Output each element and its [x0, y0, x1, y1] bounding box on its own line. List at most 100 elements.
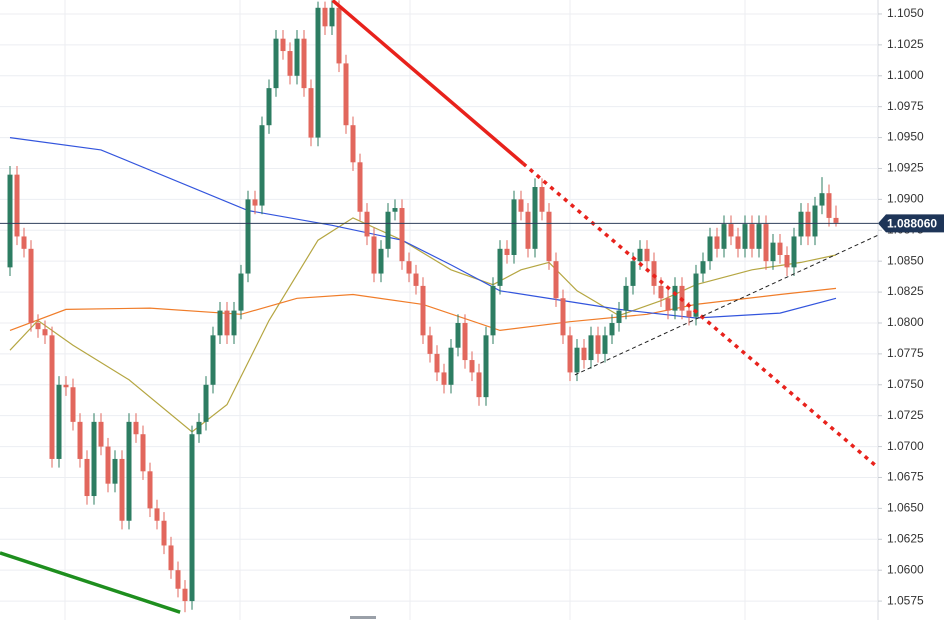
- candle-body: [210, 335, 216, 385]
- candle-body: [63, 384, 69, 388]
- candle-body: [574, 347, 580, 373]
- y-tick-label: 1.0975: [887, 99, 924, 113]
- candle-body: [70, 387, 76, 422]
- candle-body: [231, 310, 237, 336]
- trend-line: [521, 162, 878, 469]
- time-grid: [64, 0, 746, 620]
- y-tick-label: 1.0850: [887, 253, 924, 267]
- candle-body: [182, 588, 188, 602]
- y-tick-label: 1.1000: [887, 68, 924, 82]
- y-tick-label: 1.1025: [887, 37, 924, 51]
- candle-body: [14, 174, 20, 237]
- candle-body: [742, 224, 748, 249]
- candle-body: [511, 199, 517, 255]
- candle-body: [161, 520, 167, 546]
- candle-body: [700, 261, 706, 274]
- candle-body: [294, 38, 300, 76]
- candle-body: [455, 322, 461, 348]
- candle-body: [553, 261, 559, 299]
- price-axis: 1.0575 1.0600 1.0625 1.0650 1.0675 1.0700 1.07…: [878, 6, 944, 607]
- y-tick-label: 1.0950: [887, 130, 924, 144]
- candle-body: [217, 310, 223, 336]
- candle-body: [7, 174, 13, 268]
- candle-body: [315, 7, 321, 138]
- candle-body: [196, 421, 202, 435]
- candle-body: [98, 421, 104, 447]
- candle-body: [434, 353, 440, 373]
- candle-body: [273, 38, 279, 89]
- candle-body: [287, 51, 293, 76]
- candle-body: [147, 471, 153, 509]
- candle-body: [777, 242, 783, 255]
- candle-body: [427, 335, 433, 354]
- y-tick-label: 1.0675: [887, 470, 924, 484]
- candle-body: [406, 261, 412, 274]
- candle-body: [749, 224, 755, 249]
- candle-body: [308, 88, 314, 138]
- candle-body: [175, 570, 181, 589]
- candle-body: [595, 335, 601, 354]
- candle-body: [385, 211, 391, 249]
- candle-body: [805, 211, 811, 237]
- candle-body: [91, 421, 97, 497]
- candle-body: [448, 347, 454, 385]
- trend-line: [331, 0, 525, 165]
- candle-body: [707, 236, 713, 262]
- y-tick-label: 1.0775: [887, 346, 924, 360]
- candle-body: [420, 285, 426, 336]
- candle-body: [504, 248, 510, 255]
- candle-body: [336, 7, 342, 64]
- candle-body: [581, 347, 587, 361]
- candle-body: [602, 335, 608, 354]
- trend-line: [0, 551, 181, 614]
- candle-body: [42, 329, 48, 336]
- candle-body: [567, 335, 573, 373]
- candle-body: [469, 360, 475, 373]
- candle-body: [245, 199, 251, 274]
- candle-body: [378, 248, 384, 274]
- candle-body: [672, 285, 678, 311]
- y-tick-label: 1.0625: [887, 531, 924, 545]
- y-tick-label: 1.0825: [887, 284, 924, 298]
- candle-body: [259, 125, 265, 206]
- candle-body: [693, 273, 699, 317]
- candle-body: [350, 125, 356, 163]
- candle-body: [77, 421, 83, 459]
- candle-body: [518, 199, 524, 212]
- candle-body: [735, 236, 741, 249]
- candle-body: [238, 273, 244, 311]
- candle-body: [539, 187, 545, 212]
- candle-body: [56, 384, 62, 459]
- candle-body: [105, 446, 111, 484]
- y-tick-label: 1.0600: [887, 562, 924, 576]
- y-tick-label: 1.1050: [887, 6, 924, 20]
- candle-body: [812, 205, 818, 237]
- candle-body: [112, 458, 118, 484]
- last-price-label: 1.088060: [887, 217, 937, 231]
- y-tick-label: 1.0725: [887, 408, 924, 422]
- candle-body: [476, 372, 482, 398]
- candle-body: [441, 372, 447, 385]
- candle-body: [35, 322, 41, 330]
- candle-body: [637, 248, 643, 262]
- candle-body: [833, 217, 839, 223]
- candle-body: [756, 224, 762, 249]
- candle-body: [532, 187, 538, 249]
- last-price-tag: [878, 214, 944, 233]
- candle-body: [224, 310, 230, 336]
- y-tick-label: 1.0700: [887, 439, 924, 453]
- candle-body: [168, 545, 174, 571]
- candle-body: [126, 421, 132, 521]
- candle-body: [525, 211, 531, 249]
- candle-body: [357, 162, 363, 212]
- candle-body: [119, 458, 125, 521]
- candle-body: [49, 335, 55, 459]
- candle-body: [301, 38, 307, 89]
- candle-body: [280, 38, 286, 52]
- candle-body: [84, 458, 90, 497]
- candle-body: [763, 224, 769, 262]
- candle-body: [791, 236, 797, 268]
- y-tick-label: 1.0575: [887, 593, 924, 607]
